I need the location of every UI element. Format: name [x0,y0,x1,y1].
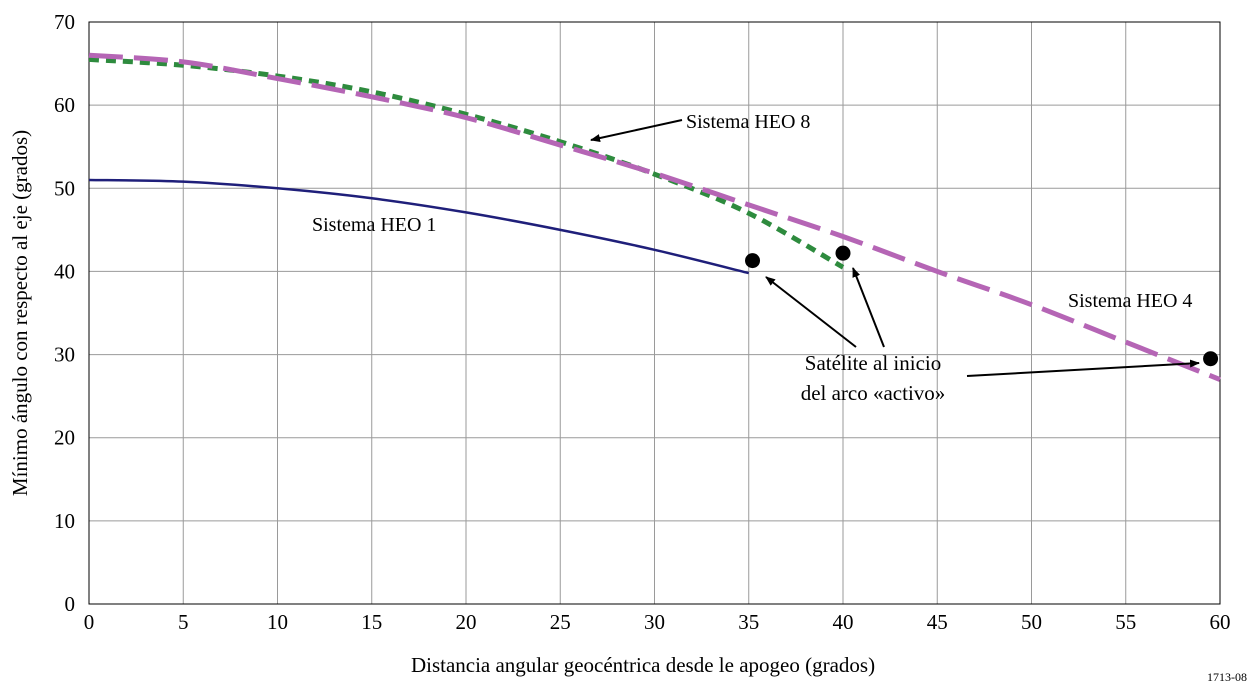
y-tick-label: 30 [54,343,75,367]
x-tick-label: 50 [1021,610,1042,634]
label-heo8: Sistema HEO 8 [686,111,810,133]
y-tick-label: 60 [54,93,75,117]
x-tick-label: 55 [1115,610,1136,634]
y-tick-label: 10 [54,509,75,533]
satellite-marker-3 [1203,351,1218,366]
label-marker-line1: Satélite al inicio [805,351,941,375]
x-axis-label: Distancia angular geocéntrica desde le a… [411,653,875,677]
label-heo1: Sistema HEO 1 [312,214,436,236]
satellite-marker-2 [836,246,851,261]
x-tick-label: 10 [267,610,288,634]
x-tick-label: 30 [644,610,665,634]
x-tick-label: 5 [178,610,189,634]
x-tick-label: 40 [833,610,854,634]
x-tick-label: 45 [927,610,948,634]
y-tick-label: 20 [54,426,75,450]
y-tick-labels: 0 10 20 30 40 50 60 70 [54,10,75,616]
y-tick-label: 70 [54,10,75,34]
label-heo4: Sistema HEO 4 [1068,290,1192,312]
y-tick-label: 50 [54,176,75,200]
x-tick-label: 15 [361,610,382,634]
label-marker-line2: del arco «activo» [801,381,946,405]
x-tick-label: 25 [550,610,571,634]
satellite-marker-1 [745,253,760,268]
x-tick-label: 35 [738,610,759,634]
arrow-marker-2 [853,268,884,347]
x-tick-label: 20 [456,610,477,634]
x-tick-label: 60 [1210,610,1231,634]
x-tick-label: 0 [84,610,95,634]
y-tick-label: 0 [65,592,76,616]
x-tick-labels: 0 5 10 15 20 25 30 35 40 45 50 55 60 [84,610,1231,634]
figure-id: 1713-08 [1207,670,1247,682]
arrow-heo8 [591,120,682,140]
arrow-marker-3 [967,363,1199,376]
y-tick-label: 40 [54,259,75,283]
y-axis-label: Mínimo ángulo con respecto al eje (grado… [8,130,32,496]
